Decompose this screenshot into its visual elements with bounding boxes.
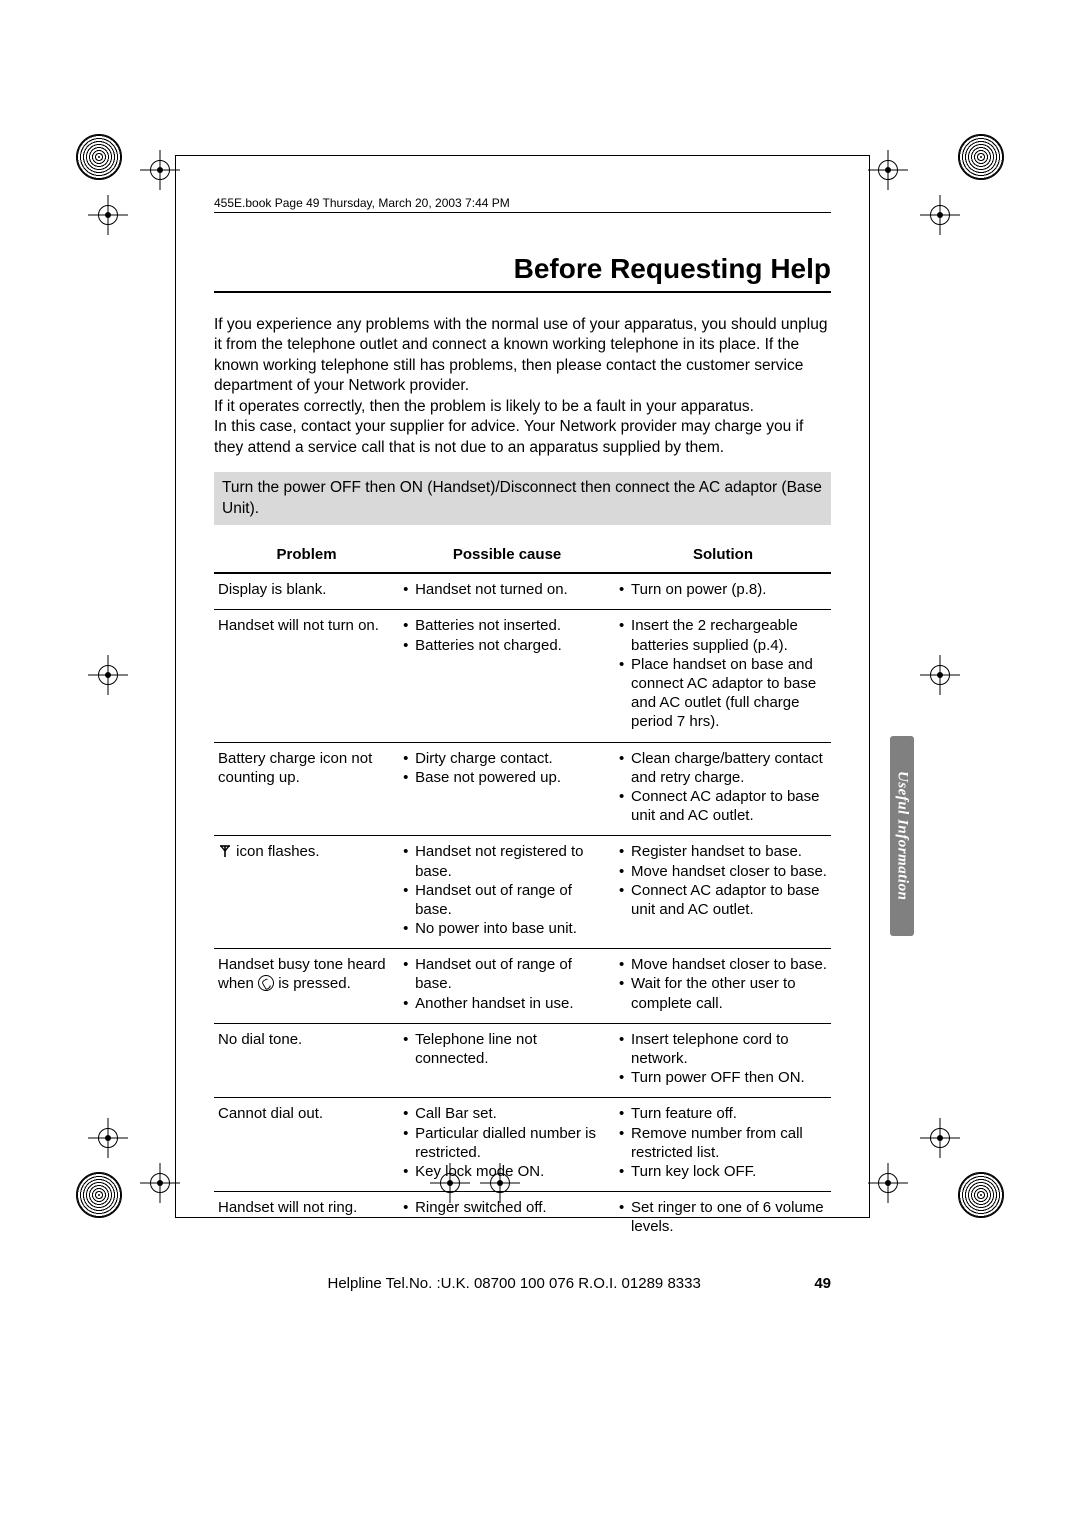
cause-item: Handset not turned on. (403, 580, 611, 599)
solution-item: Clean charge/battery contact and retry c… (619, 749, 827, 787)
solution-cell: Turn feature off.Remove number from call… (615, 1098, 831, 1192)
cause-cell: Call Bar set.Particular dialled number i… (399, 1098, 615, 1192)
solution-cell: Move handset closer to base.Wait for the… (615, 949, 831, 1024)
table-row: Battery charge icon not counting up.Dirt… (214, 742, 831, 836)
tip-box: Turn the power OFF then ON (Handset)/Dis… (214, 472, 831, 525)
section-tab: Useful Information (890, 736, 914, 936)
cause-cell: Ringer switched off. (399, 1192, 615, 1247)
cause-item: No power into base unit. (403, 919, 611, 938)
solution-item: Turn key lock OFF. (619, 1162, 827, 1181)
col-problem: Problem (214, 537, 399, 573)
cause-cell: Batteries not inserted.Batteries not cha… (399, 610, 615, 742)
cause-item: Another handset in use. (403, 994, 611, 1013)
solution-item: Register handset to base. (619, 842, 827, 861)
solution-cell: Register handset to base.Move handset cl… (615, 836, 831, 949)
cause-cell: Telephone line not connected. (399, 1023, 615, 1098)
solution-item: Wait for the other user to complete call… (619, 974, 827, 1012)
table-row: Handset will not turn on.Batteries not i… (214, 610, 831, 742)
solution-item: Turn power OFF then ON. (619, 1068, 827, 1087)
troubleshoot-table: Problem Possible cause Solution Display … (214, 537, 831, 1246)
cause-item: Telephone line not connected. (403, 1030, 611, 1068)
col-solution: Solution (615, 537, 831, 573)
table-row: Handset will not ring.Ringer switched of… (214, 1192, 831, 1247)
solution-item: Insert the 2 rechargeable batteries supp… (619, 616, 827, 654)
problem-cell: Display is blank. (214, 573, 399, 610)
problem-cell: Handset will not turn on. (214, 610, 399, 742)
problem-cell: icon flashes. (214, 836, 399, 949)
solution-cell: Set ringer to one of 6 volume levels. (615, 1192, 831, 1247)
cause-item: Ringer switched off. (403, 1198, 611, 1217)
cause-cell: Dirty charge contact.Base not powered up… (399, 742, 615, 836)
cause-cell: Handset not registered to base.Handset o… (399, 836, 615, 949)
helpline-text: Helpline Tel.No. :U.K. 08700 100 076 R.O… (214, 1275, 814, 1292)
solution-item: Turn feature off. (619, 1104, 827, 1123)
cause-item: Call Bar set. (403, 1104, 611, 1123)
intro-p1: If you experience any problems with the … (214, 315, 831, 397)
intro-p2: If it operates correctly, then the probl… (214, 397, 831, 417)
table-row: Handset busy tone heard when is pressed.… (214, 949, 831, 1024)
intro-text: If you experience any problems with the … (214, 315, 831, 458)
cause-item: Particular dialled number is restricted. (403, 1124, 611, 1162)
solution-item: Set ringer to one of 6 volume levels. (619, 1198, 827, 1236)
cause-item: Handset out of range of base. (403, 955, 611, 993)
cause-cell: Handset not turned on. (399, 573, 615, 610)
problem-cell: No dial tone. (214, 1023, 399, 1098)
cause-item: Base not powered up. (403, 768, 611, 787)
cause-cell: Handset out of range of base.Another han… (399, 949, 615, 1024)
solution-item: Connect AC adaptor to base unit and AC o… (619, 787, 827, 825)
cause-item: Batteries not inserted. (403, 616, 611, 635)
cause-item: Key lock mode ON. (403, 1162, 611, 1181)
solution-item: Place handset on base and connect AC ada… (619, 655, 827, 732)
solution-item: Move handset closer to base. (619, 862, 827, 881)
table-row: Cannot dial out.Call Bar set.Particular … (214, 1098, 831, 1192)
intro-p3: In this case, contact your supplier for … (214, 417, 831, 458)
solution-cell: Insert the 2 rechargeable batteries supp… (615, 610, 831, 742)
solution-item: Remove number from call restricted list. (619, 1124, 827, 1162)
cause-item: Batteries not charged. (403, 636, 611, 655)
cause-item: Handset out of range of base. (403, 881, 611, 919)
solution-item: Insert telephone cord to network. (619, 1030, 827, 1068)
solution-item: Connect AC adaptor to base unit and AC o… (619, 881, 827, 919)
cause-item: Handset not registered to base. (403, 842, 611, 880)
solution-cell: Clean charge/battery contact and retry c… (615, 742, 831, 836)
solution-cell: Turn on power (p.8). (615, 573, 831, 610)
solution-item: Turn on power (p.8). (619, 580, 827, 599)
page-number: 49 (814, 1275, 831, 1292)
table-row: icon flashes.Handset not registered to b… (214, 836, 831, 949)
cause-item: Dirty charge contact. (403, 749, 611, 768)
col-cause: Possible cause (399, 537, 615, 573)
page-content: 455E.book Page 49 Thursday, March 20, 20… (175, 155, 870, 1218)
problem-cell: Battery charge icon not counting up. (214, 742, 399, 836)
solution-item: Move handset closer to base. (619, 955, 827, 974)
table-row: No dial tone.Telephone line not connecte… (214, 1023, 831, 1098)
problem-cell: Cannot dial out. (214, 1098, 399, 1192)
page-title: Before Requesting Help (214, 253, 831, 293)
problem-cell: Handset busy tone heard when is pressed. (214, 949, 399, 1024)
table-row: Display is blank.Handset not turned on. T… (214, 573, 831, 610)
solution-cell: Insert telephone cord to network.Turn po… (615, 1023, 831, 1098)
book-header: 455E.book Page 49 Thursday, March 20, 20… (214, 196, 831, 213)
page-footer: Helpline Tel.No. :U.K. 08700 100 076 R.O… (214, 1275, 831, 1292)
problem-cell: Handset will not ring. (214, 1192, 399, 1247)
